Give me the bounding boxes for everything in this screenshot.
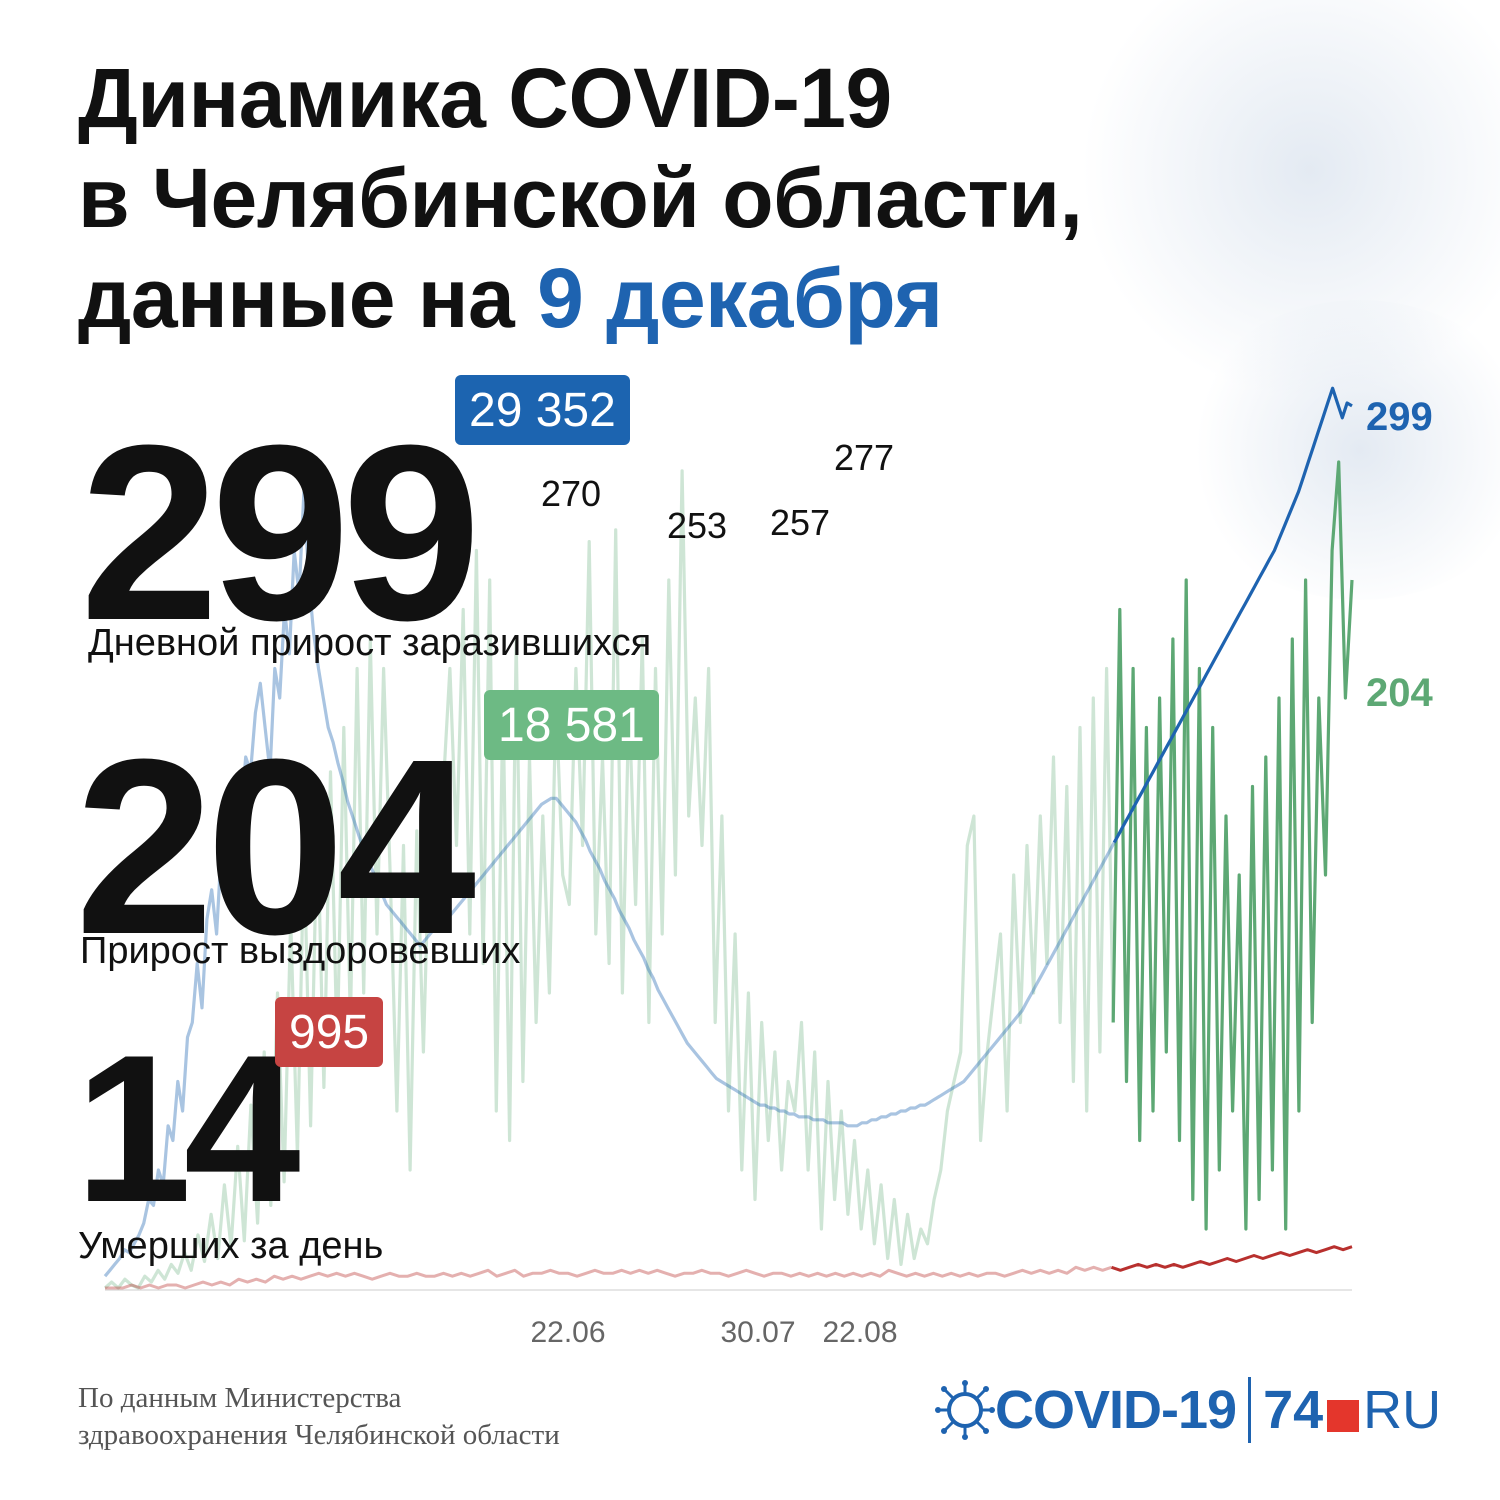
infected-label: Дневной прирост заразившихся: [88, 622, 652, 664]
infected-daily-value: 299: [80, 393, 481, 672]
recovered-total-badge: 18 581: [484, 690, 659, 760]
annotation-recovered-253: 253: [667, 505, 727, 546]
logo-covid-text: COVID-19: [995, 1380, 1237, 1440]
source-note: По данным Министерства здравоохранения Ч…: [78, 1380, 560, 1454]
recovered-line-recent: [1111, 460, 1354, 1231]
recovered-line-past: [103, 469, 1115, 1290]
infected-line-past: [103, 489, 1116, 1278]
logo: COVID-19 74 RU: [935, 1375, 1441, 1445]
title-line-3: данные на 9 декабря: [78, 248, 1082, 348]
deaths-line-recent: [1111, 1245, 1353, 1272]
title-date: 9 декабря: [537, 251, 943, 345]
x-tick-label: 22.08: [822, 1316, 897, 1349]
deaths-total-badge: 995: [275, 997, 384, 1067]
recovered-daily-value: 204: [75, 707, 476, 986]
annotation-recovered-277: 277: [834, 437, 894, 478]
x-ticks: 22.06 30.07 22.08: [530, 1316, 897, 1349]
title-line-3-prefix: данные на: [78, 251, 538, 345]
source-line-2: здравоохранения Челябинской области: [78, 1419, 560, 1451]
virus-icon: [935, 1380, 995, 1440]
logo-red-square: [1327, 1400, 1360, 1432]
series-layer: [103, 386, 1354, 1291]
annotation-recovered-204: 204: [1366, 671, 1433, 715]
deaths-label: Умерших за день: [78, 1225, 384, 1267]
deaths-line-past: [105, 1265, 1112, 1290]
infected-total-badge: 29 352: [455, 375, 630, 445]
title-line-2: в Челябинской области,: [78, 151, 1083, 245]
title-line-1: Динамика COVID-19: [78, 51, 892, 145]
recovered-label: Прирост выздоровевших: [80, 930, 521, 972]
source-line-1: По данным Министерства: [78, 1382, 402, 1414]
chart-title: Динамика COVID-19 в Челябинской области,…: [78, 48, 1083, 348]
annotation-recovered-257: 257: [770, 502, 830, 543]
x-tick-label: 22.06: [530, 1316, 605, 1349]
logo-74-text: 74: [1263, 1380, 1324, 1440]
annotation-infected-270: 270: [541, 473, 601, 514]
deaths-daily-value: 14: [75, 1011, 301, 1246]
infected-line-recent: [1112, 386, 1353, 844]
logo-ru-text: RU: [1363, 1380, 1442, 1440]
annotation-infected-299: 299: [1366, 395, 1433, 439]
logo-separator: [1248, 1377, 1252, 1443]
x-tick-label: 30.07: [720, 1316, 795, 1349]
